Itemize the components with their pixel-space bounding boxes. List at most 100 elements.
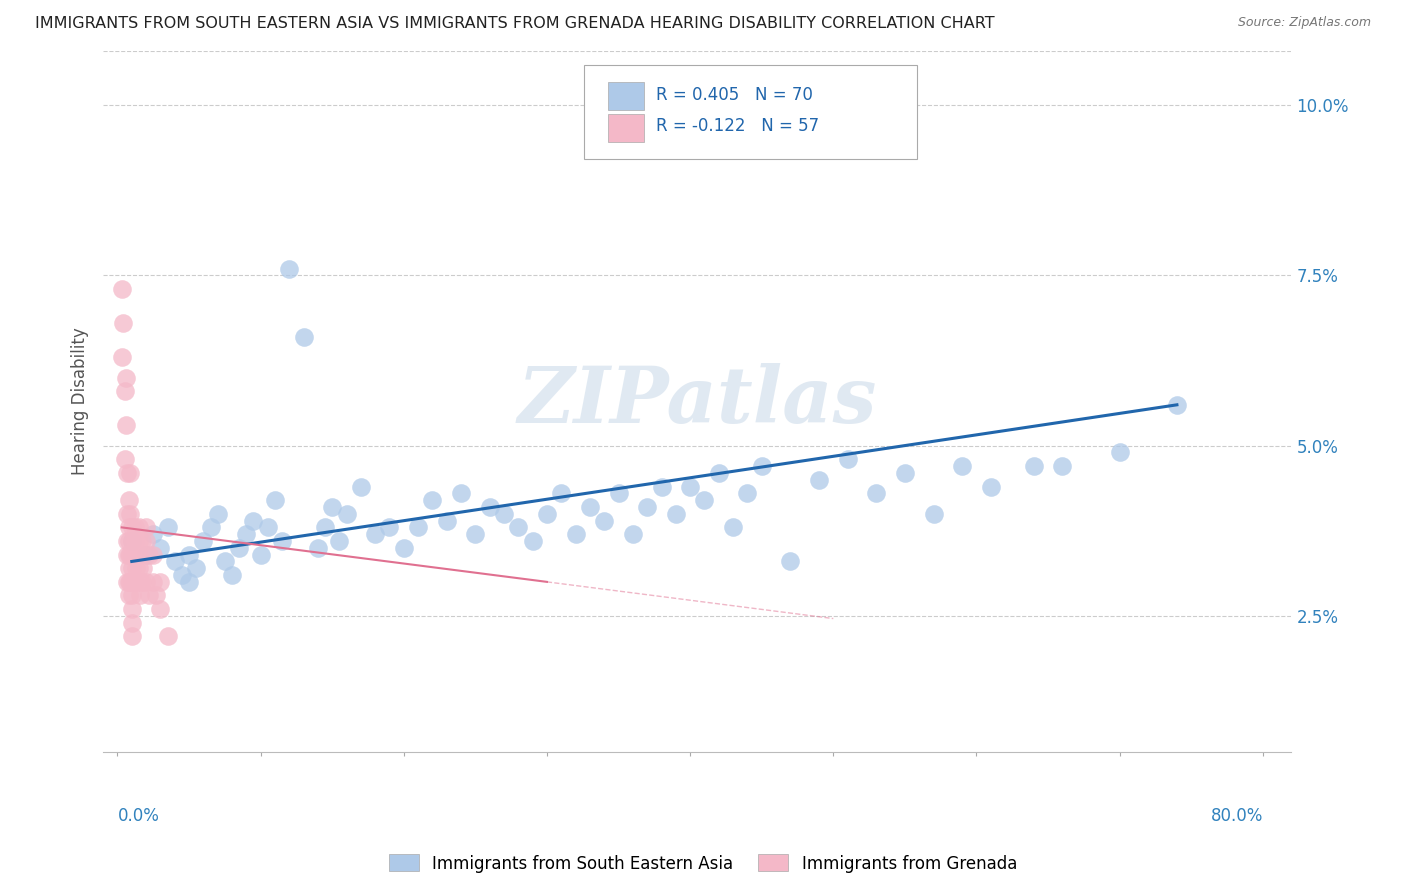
- Point: [264, 493, 287, 508]
- Point: [114, 452, 136, 467]
- Point: [865, 486, 887, 500]
- Point: [536, 507, 558, 521]
- Text: 80.0%: 80.0%: [1211, 806, 1263, 824]
- Point: [242, 514, 264, 528]
- Point: [665, 507, 688, 521]
- Point: [132, 561, 155, 575]
- Point: [121, 534, 143, 549]
- Point: [111, 282, 134, 296]
- Point: [177, 548, 200, 562]
- Point: [112, 316, 135, 330]
- Text: Source: ZipAtlas.com: Source: ZipAtlas.com: [1237, 16, 1371, 29]
- Point: [392, 541, 415, 555]
- Point: [707, 466, 730, 480]
- FancyBboxPatch shape: [609, 114, 644, 142]
- Point: [564, 527, 586, 541]
- Point: [118, 548, 141, 562]
- Point: [128, 534, 150, 549]
- Point: [121, 602, 143, 616]
- Point: [124, 520, 146, 534]
- Point: [186, 561, 208, 575]
- Point: [142, 527, 165, 541]
- Point: [135, 574, 157, 589]
- Point: [464, 527, 486, 541]
- Point: [131, 574, 153, 589]
- Point: [115, 370, 138, 384]
- Point: [350, 479, 373, 493]
- Point: [135, 548, 157, 562]
- Point: [117, 466, 139, 480]
- Point: [121, 615, 143, 630]
- Point: [693, 493, 716, 508]
- Point: [593, 514, 616, 528]
- Point: [193, 534, 215, 549]
- Point: [200, 520, 222, 534]
- Point: [922, 507, 945, 521]
- Point: [378, 520, 401, 534]
- Text: 0.0%: 0.0%: [118, 806, 159, 824]
- Point: [278, 261, 301, 276]
- Point: [314, 520, 336, 534]
- Point: [837, 452, 859, 467]
- Point: [292, 329, 315, 343]
- Point: [121, 629, 143, 643]
- Point: [138, 589, 160, 603]
- Point: [118, 520, 141, 534]
- Point: [1022, 459, 1045, 474]
- Point: [492, 507, 515, 521]
- Point: [207, 507, 229, 521]
- Point: [364, 527, 387, 541]
- FancyBboxPatch shape: [585, 65, 917, 160]
- Point: [124, 574, 146, 589]
- Y-axis label: Hearing Disability: Hearing Disability: [72, 327, 89, 475]
- Point: [721, 520, 744, 534]
- Point: [129, 574, 152, 589]
- Point: [894, 466, 917, 480]
- Point: [1108, 445, 1130, 459]
- Point: [621, 527, 644, 541]
- Point: [256, 520, 278, 534]
- Point: [177, 574, 200, 589]
- Point: [1052, 459, 1074, 474]
- Point: [121, 534, 143, 549]
- Point: [135, 520, 157, 534]
- Point: [120, 574, 142, 589]
- Point: [807, 473, 830, 487]
- Point: [128, 548, 150, 562]
- Text: R = 0.405   N = 70: R = 0.405 N = 70: [655, 86, 813, 103]
- Legend: Immigrants from South Eastern Asia, Immigrants from Grenada: Immigrants from South Eastern Asia, Immi…: [382, 847, 1024, 880]
- FancyBboxPatch shape: [609, 82, 644, 111]
- Point: [124, 534, 146, 549]
- Point: [950, 459, 973, 474]
- Point: [120, 466, 142, 480]
- Point: [121, 520, 143, 534]
- Point: [214, 554, 236, 568]
- Point: [117, 534, 139, 549]
- Point: [118, 589, 141, 603]
- Point: [335, 507, 357, 521]
- Point: [149, 602, 172, 616]
- Point: [121, 574, 143, 589]
- Point: [522, 534, 544, 549]
- Point: [228, 541, 250, 555]
- Point: [142, 574, 165, 589]
- Point: [307, 541, 329, 555]
- Point: [120, 548, 142, 562]
- Point: [115, 418, 138, 433]
- Point: [128, 520, 150, 534]
- Point: [607, 486, 630, 500]
- Point: [436, 514, 458, 528]
- Point: [118, 561, 141, 575]
- Point: [125, 561, 148, 575]
- Point: [131, 534, 153, 549]
- Point: [156, 629, 179, 643]
- Point: [111, 350, 134, 364]
- Point: [579, 500, 602, 514]
- Point: [235, 527, 257, 541]
- Point: [129, 589, 152, 603]
- Point: [156, 520, 179, 534]
- Point: [118, 493, 141, 508]
- Point: [163, 554, 186, 568]
- Point: [145, 589, 167, 603]
- Text: R = -0.122   N = 57: R = -0.122 N = 57: [655, 118, 818, 136]
